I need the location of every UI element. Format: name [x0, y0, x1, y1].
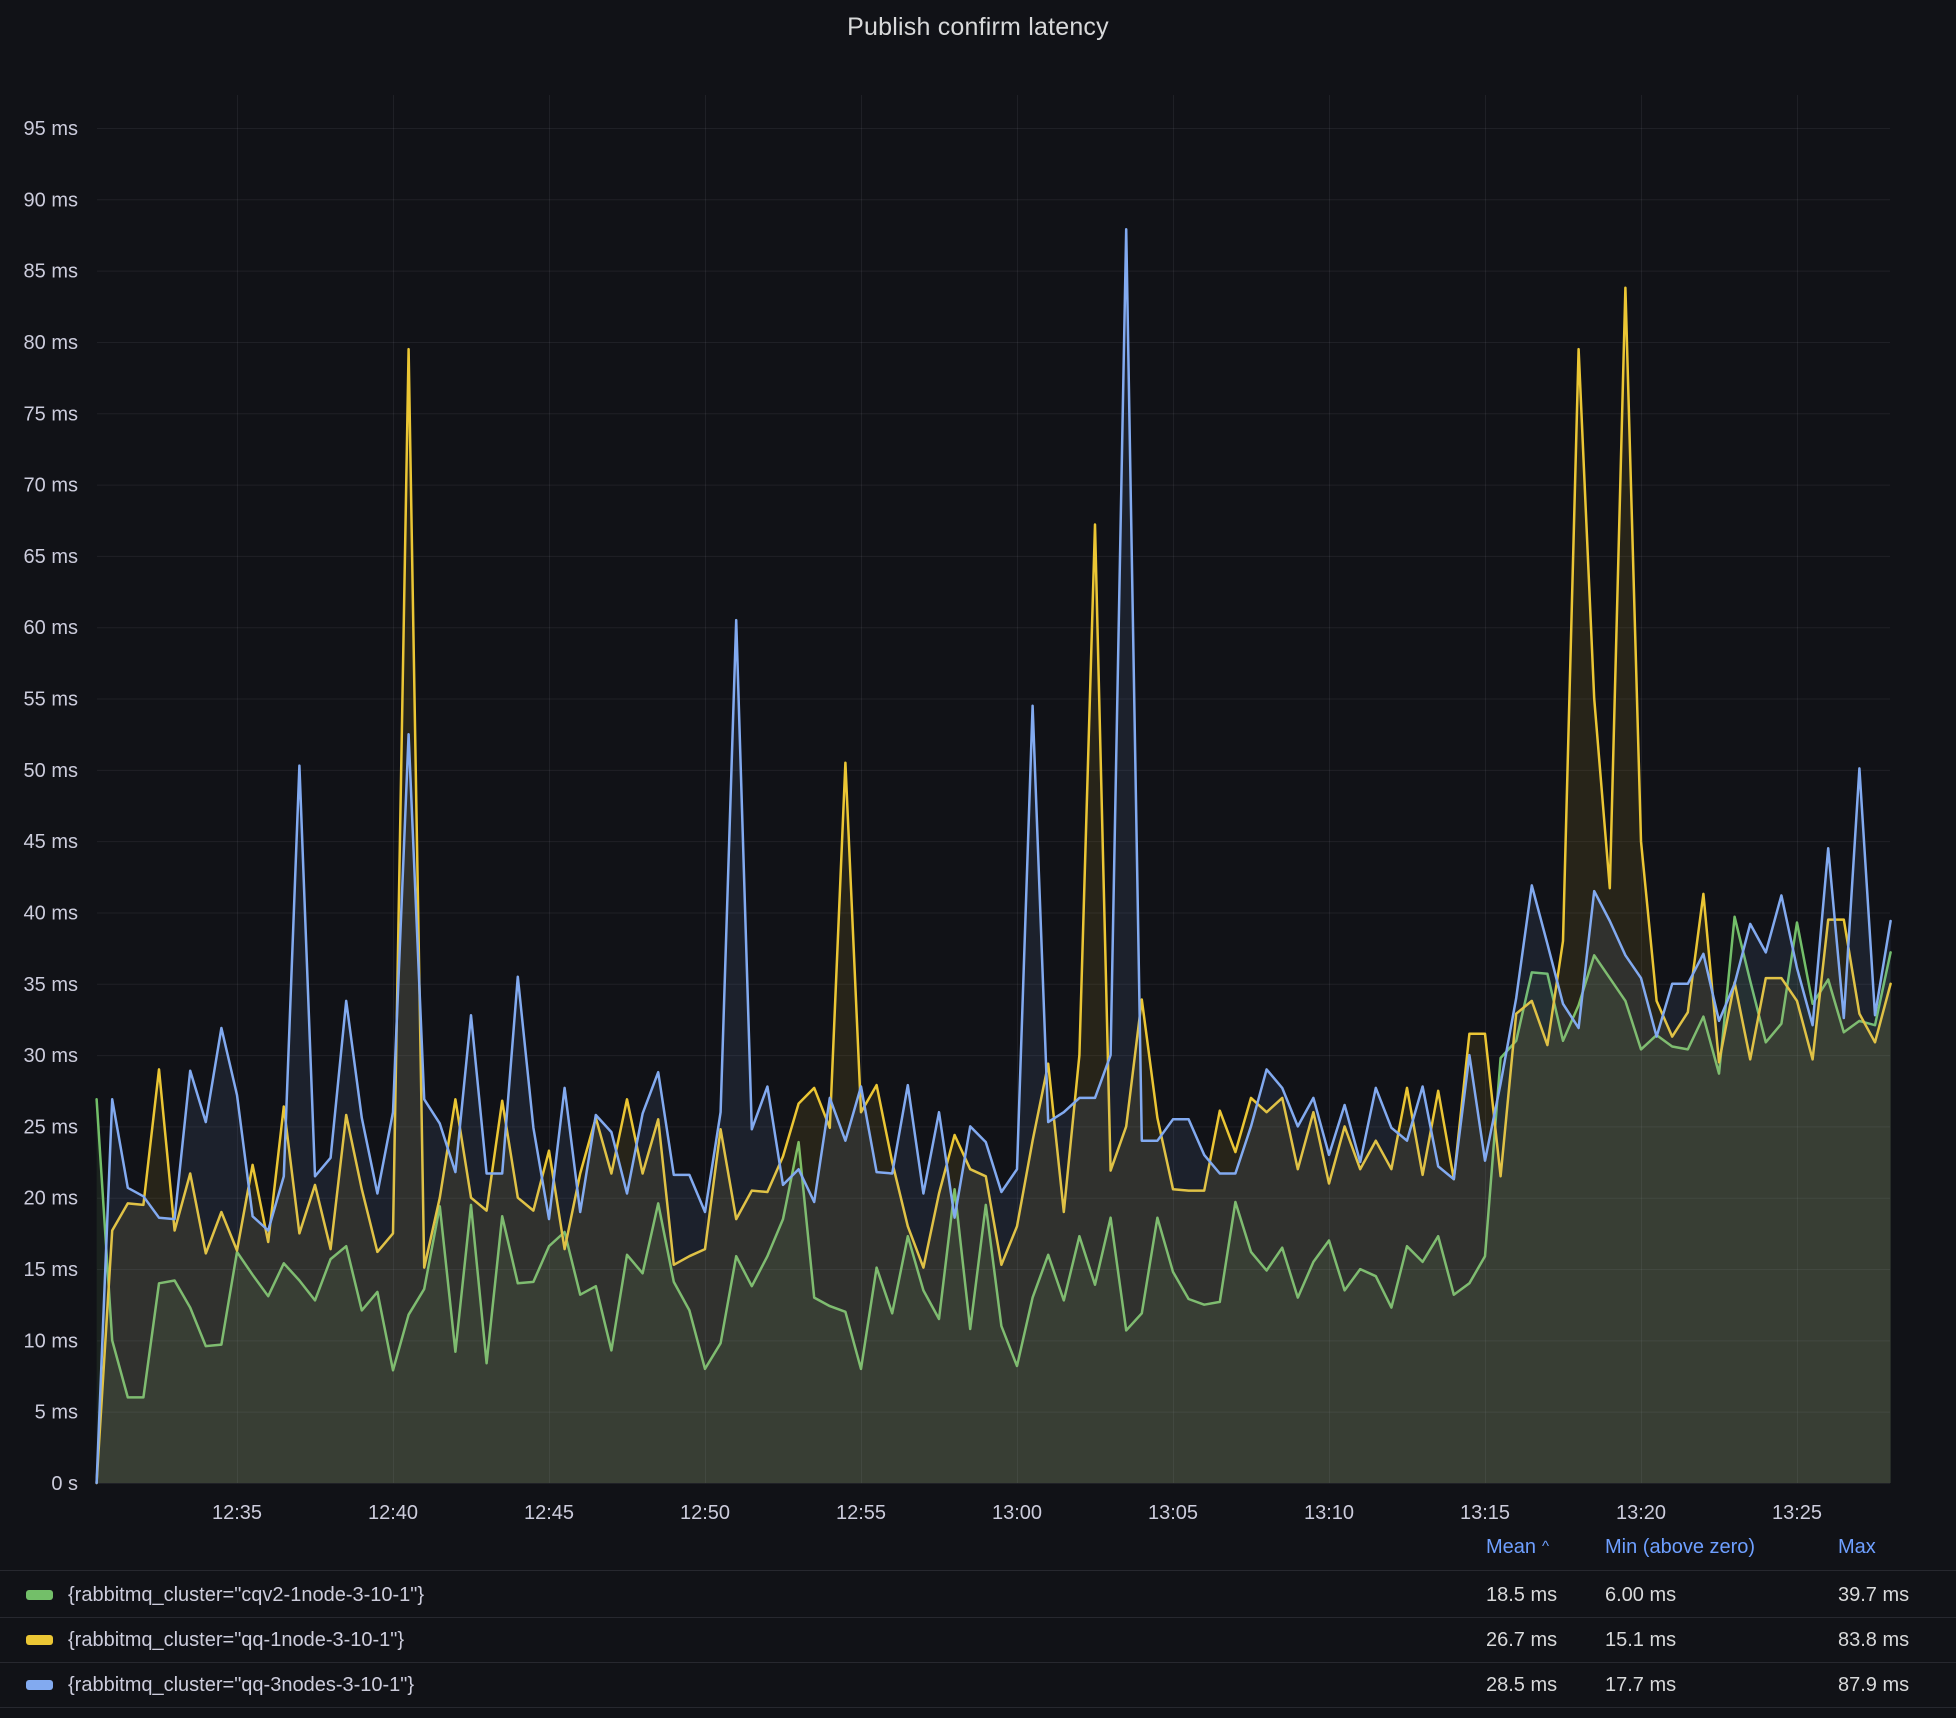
y-tick-label: 85 ms: [24, 261, 78, 283]
legend-row: {rabbitmq_cluster="qq-3nodes-3-10-1"} 28.…: [0, 1663, 1956, 1708]
x-tick-label: 13:25: [1772, 1502, 1822, 1524]
y-tick-label: 65 ms: [24, 546, 78, 568]
legend-value-max: 39.7 ms: [1838, 1584, 1910, 1606]
y-tick-label: 90 ms: [24, 189, 78, 211]
series-cqv2-1node: [95, 915, 1892, 1483]
legend-header-row: Mean ^ Min (above zero) Max: [0, 1528, 1956, 1562]
y-tick-label: 45 ms: [24, 831, 78, 853]
series-color-swatch-icon[interactable]: [26, 1680, 53, 1690]
y-tick-label: 75 ms: [24, 403, 78, 425]
y-tick-label: 30 ms: [24, 1045, 78, 1067]
y-axis-labels: 0 s 5 ms 10 ms 15 ms 20 ms 25 ms 30 ms 35 ms 40 …: [24, 118, 78, 1495]
sort-asc-icon: ^: [1542, 1538, 1550, 1555]
panel-title[interactable]: Publish confirm latency: [847, 13, 1109, 41]
legend-value-mean: 28.5 ms: [1486, 1674, 1558, 1696]
legend-value-max: 83.8 ms: [1838, 1629, 1910, 1651]
legend-value-max: 87.9 ms: [1838, 1674, 1910, 1696]
y-tick-label: 5 ms: [35, 1402, 78, 1424]
series-qq-3nodes: [95, 228, 1892, 1485]
y-tick-label: 15 ms: [24, 1259, 78, 1281]
legend-series-name[interactable]: {rabbitmq_cluster="qq-3nodes-3-10-1"}: [68, 1674, 415, 1696]
y-tick-label: 40 ms: [24, 902, 78, 924]
series-qq-1node: [95, 286, 1892, 1485]
x-tick-label: 12:50: [680, 1502, 730, 1524]
legend-series-name[interactable]: {rabbitmq_cluster="cqv2-1node-3-10-1"}: [68, 1584, 425, 1606]
y-tick-label: 25 ms: [24, 1116, 78, 1138]
x-tick-label: 12:45: [524, 1502, 574, 1524]
legend-separator: [0, 1570, 1956, 1571]
y-tick-label: 50 ms: [24, 760, 78, 782]
x-axis-labels: 12:35 12:40 12:45 12:50 12:55 13:00 13:05 13:10…: [212, 1502, 1822, 1524]
x-tick-label: 12:35: [212, 1502, 262, 1524]
y-tick-label: 35 ms: [24, 974, 78, 996]
x-tick-label: 13:15: [1460, 1502, 1510, 1524]
legend-table: Mean ^ Min (above zero) Max {rabbitmq_clu…: [0, 1528, 1956, 1718]
y-tick-label: 80 ms: [24, 332, 78, 354]
y-tick-label: 55 ms: [24, 689, 78, 711]
legend-separator: [0, 1707, 1956, 1708]
y-tick-label: 70 ms: [24, 475, 78, 497]
legend-series-name[interactable]: {rabbitmq_cluster="qq-1node-3-10-1"}: [68, 1629, 405, 1651]
x-tick-label: 12:55: [836, 1502, 886, 1524]
legend-separator: [0, 1662, 1956, 1663]
y-tick-label: 60 ms: [24, 617, 78, 639]
legend-row: {rabbitmq_cluster="qq-1node-3-10-1"} 26.7…: [0, 1618, 1956, 1663]
legend-value-mean: 26.7 ms: [1486, 1629, 1558, 1651]
y-tick-label: 20 ms: [24, 1188, 78, 1210]
x-tick-label: 13:00: [992, 1502, 1042, 1524]
legend-value-min: 17.7 ms: [1605, 1674, 1677, 1696]
grid-lines: [97, 95, 1890, 1484]
x-tick-label: 12:40: [368, 1502, 418, 1524]
legend-column-max[interactable]: Max: [1838, 1536, 1876, 1558]
y-tick-label: 0 s: [51, 1473, 78, 1495]
series-color-swatch-icon[interactable]: [26, 1635, 53, 1645]
x-tick-label: 13:05: [1148, 1502, 1198, 1524]
legend-value-min: 15.1 ms: [1605, 1629, 1677, 1651]
legend-row: {rabbitmq_cluster="cqv2-1node-3-10-1"} 18…: [0, 1573, 1956, 1618]
x-tick-label: 13:20: [1616, 1502, 1666, 1524]
legend-separator: [0, 1617, 1956, 1618]
y-tick-label: 95 ms: [24, 118, 78, 140]
legend-value-mean: 18.5 ms: [1486, 1584, 1558, 1606]
y-tick-label: 10 ms: [24, 1330, 78, 1352]
legend-sort-column-mean[interactable]: Mean ^: [1486, 1536, 1550, 1558]
legend-value-min: 6.00 ms: [1605, 1584, 1677, 1606]
series-color-swatch-icon[interactable]: [26, 1590, 53, 1600]
x-tick-label: 13:10: [1304, 1502, 1354, 1524]
legend-column-min[interactable]: Min (above zero): [1605, 1536, 1756, 1558]
